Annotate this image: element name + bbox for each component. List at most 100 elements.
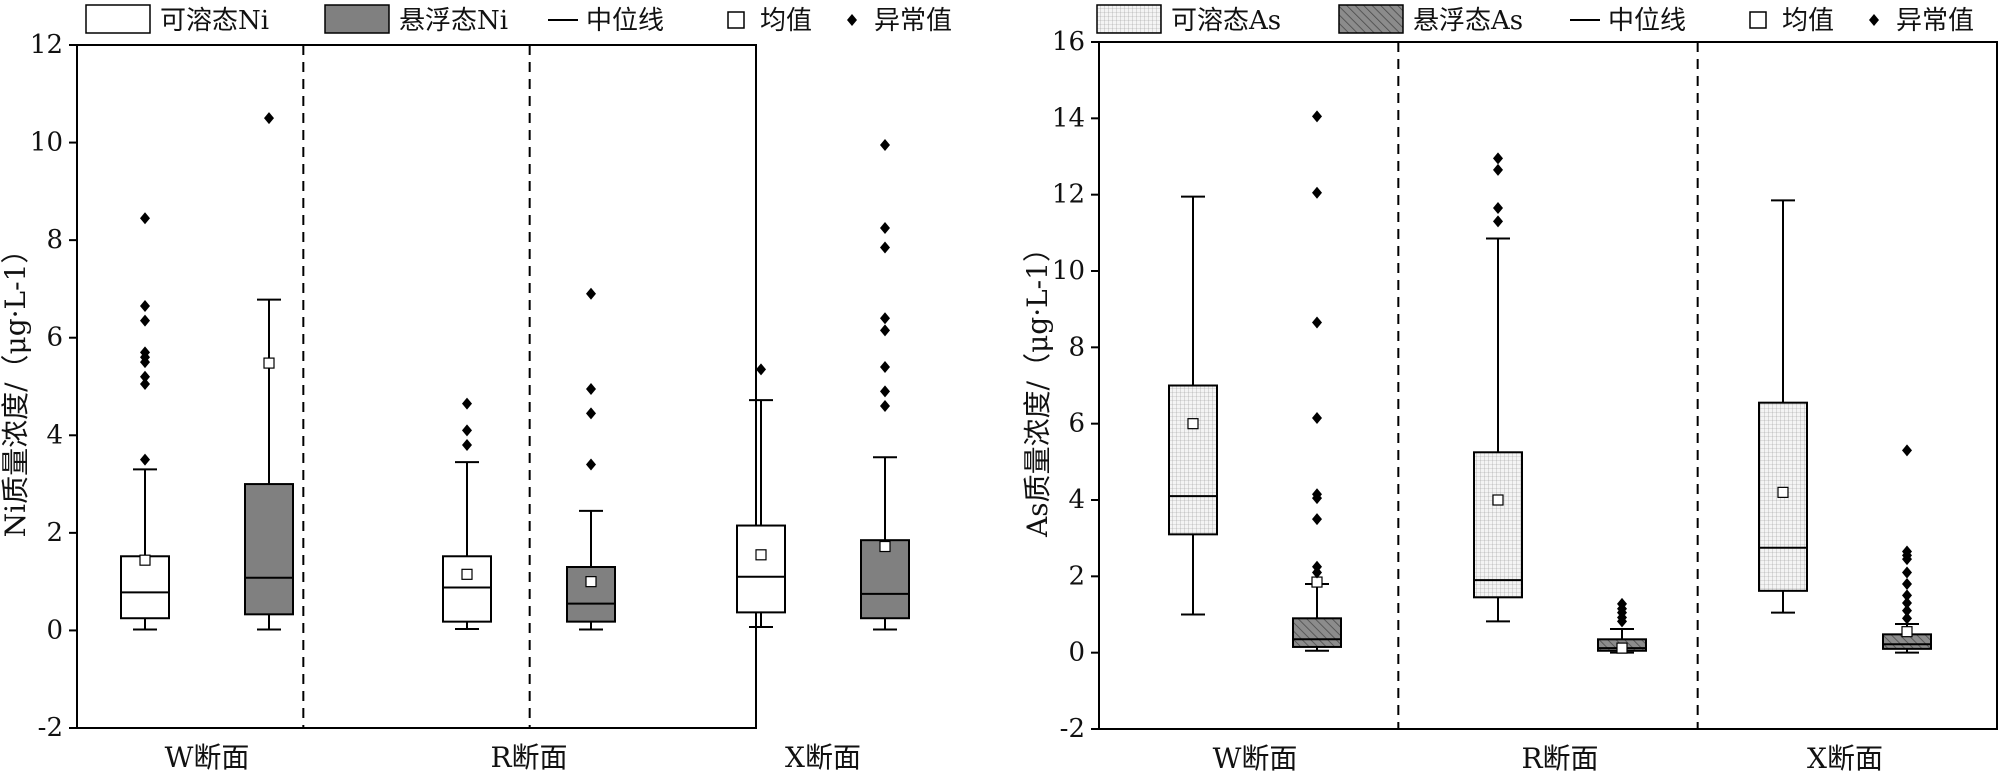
outlier-marker — [586, 458, 596, 471]
y-tick-label: 6 — [1068, 409, 1085, 439]
ni-box-chart: -2 0 2 4 6 8 10 12 Ni质量浓度/（μg·L-1） W断面 R断面 X断面 可溶态Ni… — [0, 4, 952, 774]
outlier-marker — [264, 112, 274, 125]
outlier-marker — [140, 300, 150, 313]
outlier-marker — [586, 407, 596, 420]
outlier-marker — [880, 400, 890, 413]
outlier-marker — [1493, 163, 1503, 176]
outlier-marker — [880, 312, 890, 325]
y-tick-label: 8 — [1068, 332, 1085, 362]
y-tick-label: 10 — [1052, 256, 1085, 286]
category-label: R断面 — [1521, 742, 1598, 775]
mean-marker — [755, 549, 767, 561]
outlier-marker — [586, 382, 596, 395]
y-tick-label: 0 — [46, 615, 63, 645]
outlier-marker — [1902, 577, 1912, 590]
legend-label-mean: 均值 — [1782, 6, 1834, 36]
legend-swatch-soluble — [1096, 4, 1162, 34]
box — [442, 555, 492, 623]
y-tick-label: 16 — [1052, 27, 1085, 57]
box — [120, 555, 170, 620]
outlier-marker — [1902, 545, 1912, 558]
outlier-marker — [1312, 316, 1322, 329]
plot-frame — [76, 44, 757, 729]
mean-marker — [263, 357, 275, 369]
y-tick-label: 4 — [1068, 485, 1085, 515]
category-label: X断面 — [1807, 742, 1883, 775]
legend-label-soluble: 可溶态Ni — [160, 6, 269, 36]
legend-swatch-suspended — [1338, 4, 1404, 34]
y-tick-label: -2 — [38, 713, 63, 743]
legend-label-median: 中位线 — [1608, 6, 1686, 36]
mean-marker — [461, 568, 473, 580]
outlier-marker — [1902, 604, 1912, 617]
y-tick-label: 14 — [1052, 103, 1085, 133]
outlier-marker — [140, 346, 150, 359]
box — [860, 539, 910, 620]
outlier-marker — [140, 370, 150, 383]
legend-label-median: 中位线 — [586, 6, 664, 36]
legend: 可溶态Ni 悬浮态Ni 中位线 均值 异常值 — [85, 4, 952, 36]
as-box-chart: -2 0 2 4 6 8 10 12 14 16 As质量浓度/（μg·L-1） W断面 R断面 X断面 可… — [1021, 4, 1998, 775]
box — [1168, 384, 1218, 536]
legend-label-suspended: 悬浮态Ni — [399, 6, 508, 36]
outlier-marker — [140, 378, 150, 391]
legend-swatch-mean — [1749, 11, 1767, 29]
outlier-marker — [1312, 110, 1322, 123]
y-tick-label: 6 — [46, 323, 63, 353]
mean-marker — [1492, 494, 1504, 506]
legend-label-soluble: 可溶态As — [1171, 6, 1281, 36]
box — [1292, 617, 1342, 648]
outlier-marker — [1902, 444, 1912, 457]
y-tick-label: 10 — [30, 128, 63, 158]
legend-swatch-soluble — [85, 4, 151, 34]
outlier-marker — [880, 324, 890, 337]
outlier-marker — [586, 287, 596, 300]
outlier-marker — [462, 424, 472, 437]
outlier-marker — [1902, 566, 1912, 579]
legend-swatch-suspended — [324, 4, 390, 34]
legend-label-outlier: 异常值 — [1896, 6, 1974, 36]
y-axis-label: Ni质量浓度/（μg·L-1） — [0, 236, 32, 538]
y-tick-label: 4 — [46, 420, 63, 450]
outlier-marker — [880, 385, 890, 398]
box — [244, 483, 294, 616]
outlier-marker — [1902, 597, 1912, 610]
mean-marker — [879, 540, 891, 553]
outlier-marker — [1902, 612, 1912, 625]
outlier-marker — [1493, 202, 1503, 215]
box — [1473, 451, 1523, 599]
outlier-marker — [462, 397, 472, 410]
outlier-marker — [880, 139, 890, 152]
outlier-marker — [1312, 513, 1322, 526]
outlier-marker — [1312, 186, 1322, 199]
outlier-marker — [1902, 589, 1912, 602]
mean-marker — [1901, 626, 1913, 638]
legend-swatch-outlier — [847, 14, 857, 26]
outlier-marker — [1493, 215, 1503, 228]
category-label: W断面 — [1213, 742, 1298, 775]
y-tick-label: 2 — [1068, 561, 1085, 591]
y-tick-label: 0 — [1068, 638, 1085, 668]
outlier-marker — [140, 212, 150, 225]
category-label: X断面 — [785, 741, 861, 774]
outlier-marker — [1617, 597, 1627, 610]
outlier-marker — [756, 363, 766, 376]
legend-label-suspended: 悬浮态As — [1413, 6, 1523, 36]
mean-marker — [585, 576, 597, 588]
y-tick-label: 12 — [30, 30, 63, 60]
legend-label-mean: 均值 — [760, 6, 812, 36]
legend-label-outlier: 异常值 — [874, 6, 952, 36]
legend-swatch-outlier — [1869, 14, 1879, 26]
mean-marker — [1187, 418, 1199, 430]
y-tick-label: -2 — [1060, 714, 1085, 744]
mean-marker — [1777, 486, 1789, 498]
y-tick-label: 12 — [1052, 180, 1085, 210]
y-tick-label: 2 — [46, 518, 63, 548]
legend-swatch-mean — [727, 11, 745, 29]
outlier-marker — [1493, 152, 1503, 165]
mean-marker — [1311, 576, 1323, 588]
outlier-marker — [140, 314, 150, 327]
outlier-marker — [880, 241, 890, 254]
box — [566, 566, 616, 623]
